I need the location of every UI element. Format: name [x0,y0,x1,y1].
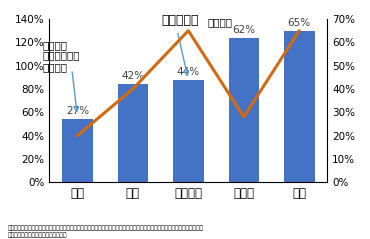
Bar [229,38,259,182]
Text: 42%: 42% [121,71,144,81]
Text: 政府支出: 政府支出 [43,40,68,50]
Bar [62,119,92,182]
Text: （出典）政府支出対農業産出額：「よくわかるＴＰＰ４８のまちがい」（鈴木嬣弘・木下順子：著　農文協２０１１．１２）
食料自給率：農林水産省ホームページ: （出典）政府支出対農業産出額：「よくわかるＴＰＰ４８のまちがい」（鈴木嬣弘・木下… [7,226,204,238]
Text: 65%: 65% [288,18,311,28]
Text: （右軸）: （右軸） [43,62,68,72]
Text: 対農業産出額: 対農業産出額 [43,50,80,60]
Text: 62%: 62% [232,25,255,35]
Text: 食料自給率: 食料自給率 [161,14,199,27]
Bar [173,80,204,182]
Text: 27%: 27% [66,106,89,116]
Bar [284,31,314,182]
Text: （左軸）: （左軸） [208,17,233,27]
Bar [118,84,148,182]
Text: 44%: 44% [177,67,200,77]
